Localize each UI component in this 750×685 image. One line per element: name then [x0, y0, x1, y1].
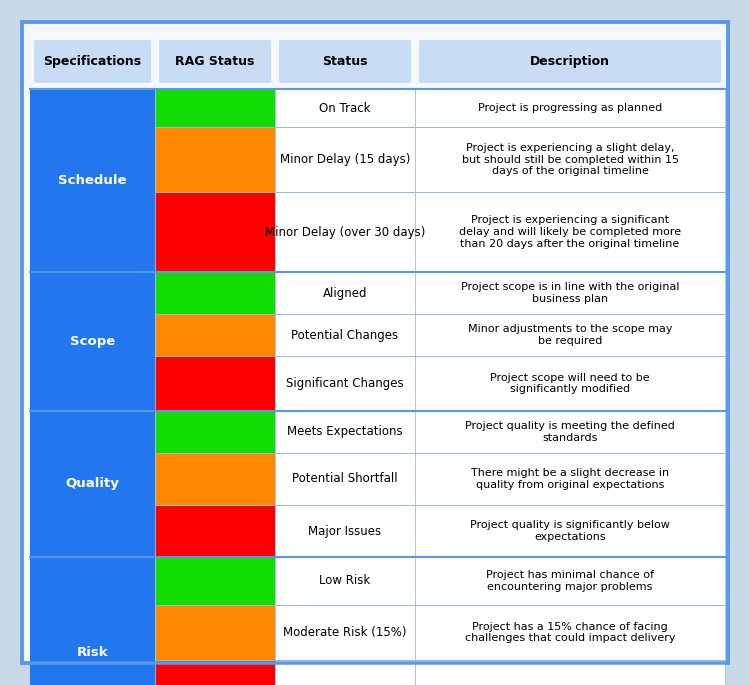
Text: On Track: On Track: [320, 101, 370, 114]
Bar: [415, 411, 725, 453]
Bar: [155, 605, 275, 660]
Text: Quality: Quality: [65, 477, 119, 490]
Bar: [275, 127, 415, 192]
Text: Specifications: Specifications: [44, 55, 142, 68]
Bar: [30, 411, 155, 557]
Text: Schedule: Schedule: [58, 174, 127, 187]
Text: Project scope is in line with the original
business plan: Project scope is in line with the origin…: [460, 282, 680, 304]
Text: Potential Shortfall: Potential Shortfall: [292, 473, 398, 486]
Bar: [415, 356, 725, 411]
Bar: [275, 411, 415, 453]
Bar: [30, 89, 155, 272]
Bar: [415, 89, 725, 127]
Text: Meets Expectations: Meets Expectations: [287, 425, 403, 438]
Text: Potential Changes: Potential Changes: [292, 329, 398, 342]
Text: Description: Description: [530, 55, 610, 68]
FancyBboxPatch shape: [34, 40, 151, 83]
Bar: [415, 605, 725, 660]
Text: Project scope will need to be
significantly modified: Project scope will need to be significan…: [490, 373, 650, 395]
FancyBboxPatch shape: [279, 40, 411, 83]
Bar: [415, 314, 725, 356]
Bar: [30, 272, 155, 411]
Text: Minor adjustments to the scope may
be required: Minor adjustments to the scope may be re…: [468, 324, 672, 346]
Bar: [275, 356, 415, 411]
Text: Project has minimal chance of
encountering major problems: Project has minimal chance of encounteri…: [486, 570, 654, 592]
Bar: [155, 272, 275, 314]
Bar: [275, 557, 415, 605]
Bar: [275, 89, 415, 127]
Bar: [415, 557, 725, 605]
Bar: [275, 192, 415, 272]
Bar: [155, 411, 275, 453]
Bar: [415, 453, 725, 505]
Bar: [415, 505, 725, 557]
Text: Risk: Risk: [76, 646, 108, 659]
Text: Significant Changes: Significant Changes: [286, 377, 404, 390]
Text: Project quality is significantly below
expectations: Project quality is significantly below e…: [470, 520, 670, 542]
Text: Project is progressing as planned: Project is progressing as planned: [478, 103, 662, 113]
Bar: [275, 660, 415, 685]
Text: Minor Delay (over 30 days): Minor Delay (over 30 days): [265, 225, 425, 238]
Bar: [415, 192, 725, 272]
Text: Minor Delay (15 days): Minor Delay (15 days): [280, 153, 410, 166]
Bar: [415, 127, 725, 192]
Bar: [30, 557, 155, 685]
Bar: [275, 605, 415, 660]
Bar: [275, 314, 415, 356]
Bar: [155, 89, 275, 127]
Text: Major Issues: Major Issues: [308, 525, 382, 538]
Bar: [415, 272, 725, 314]
Text: Project is experiencing a significant
delay and will likely be completed more
th: Project is experiencing a significant de…: [459, 215, 681, 249]
Text: Low Risk: Low Risk: [320, 575, 370, 588]
Bar: [155, 192, 275, 272]
Bar: [275, 505, 415, 557]
FancyBboxPatch shape: [22, 22, 728, 663]
Bar: [155, 356, 275, 411]
Bar: [155, 505, 275, 557]
FancyBboxPatch shape: [419, 40, 721, 83]
Text: Project quality is meeting the defined
standards: Project quality is meeting the defined s…: [465, 421, 675, 443]
Text: There might be a slight decrease in
quality from original expectations: There might be a slight decrease in qual…: [471, 469, 669, 490]
Bar: [155, 557, 275, 605]
FancyBboxPatch shape: [159, 40, 271, 83]
Bar: [155, 453, 275, 505]
Text: Scope: Scope: [70, 335, 116, 348]
Text: Project is experiencing a slight delay,
but should still be completed within 15
: Project is experiencing a slight delay, …: [461, 143, 679, 176]
Text: Project has a 15% chance of facing
challenges that could impact delivery: Project has a 15% chance of facing chall…: [465, 622, 675, 643]
Text: Aligned: Aligned: [322, 286, 368, 299]
Text: Status: Status: [322, 55, 368, 68]
Bar: [275, 272, 415, 314]
Text: RAG Status: RAG Status: [176, 55, 255, 68]
Bar: [415, 660, 725, 685]
Bar: [155, 660, 275, 685]
Bar: [275, 453, 415, 505]
Bar: [155, 127, 275, 192]
Text: Moderate Risk (15%): Moderate Risk (15%): [284, 626, 406, 639]
Bar: [155, 314, 275, 356]
